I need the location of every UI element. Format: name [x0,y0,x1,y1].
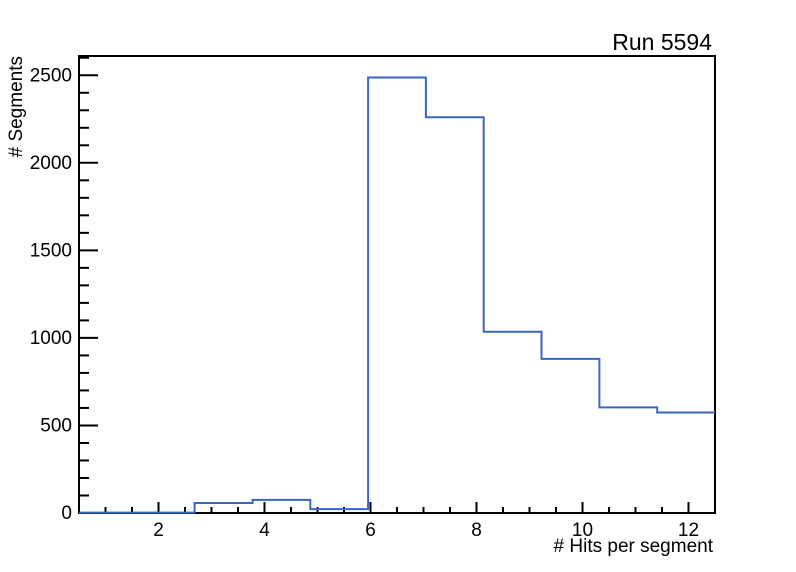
y-tick-label: 500 [40,415,72,436]
plot-frame [78,55,716,514]
y-tick-label: 2500 [30,65,72,86]
x-tick-label: 2 [153,520,164,541]
x-tick-label: 10 [572,520,593,541]
y-tick-label: 2000 [30,153,72,174]
x-axis-title: # Hits per segment [554,536,714,557]
x-tick-label: 4 [259,520,270,541]
y-tick-label: 1000 [30,328,72,349]
y-tick-label: 1500 [30,240,72,261]
x-tick-label: 12 [678,520,699,541]
chart-title: Run 5594 [612,29,712,55]
x-tick-label: 8 [471,520,482,541]
histogram-step-line [79,76,715,514]
chart-layer: 2 4 6 8 10 12 0 500 1000 1500 2000 2500 [30,55,716,541]
y-tick-label: 0 [61,503,72,524]
x-tick-label: 6 [365,520,376,541]
y-axis-title: # Segments [6,56,27,157]
